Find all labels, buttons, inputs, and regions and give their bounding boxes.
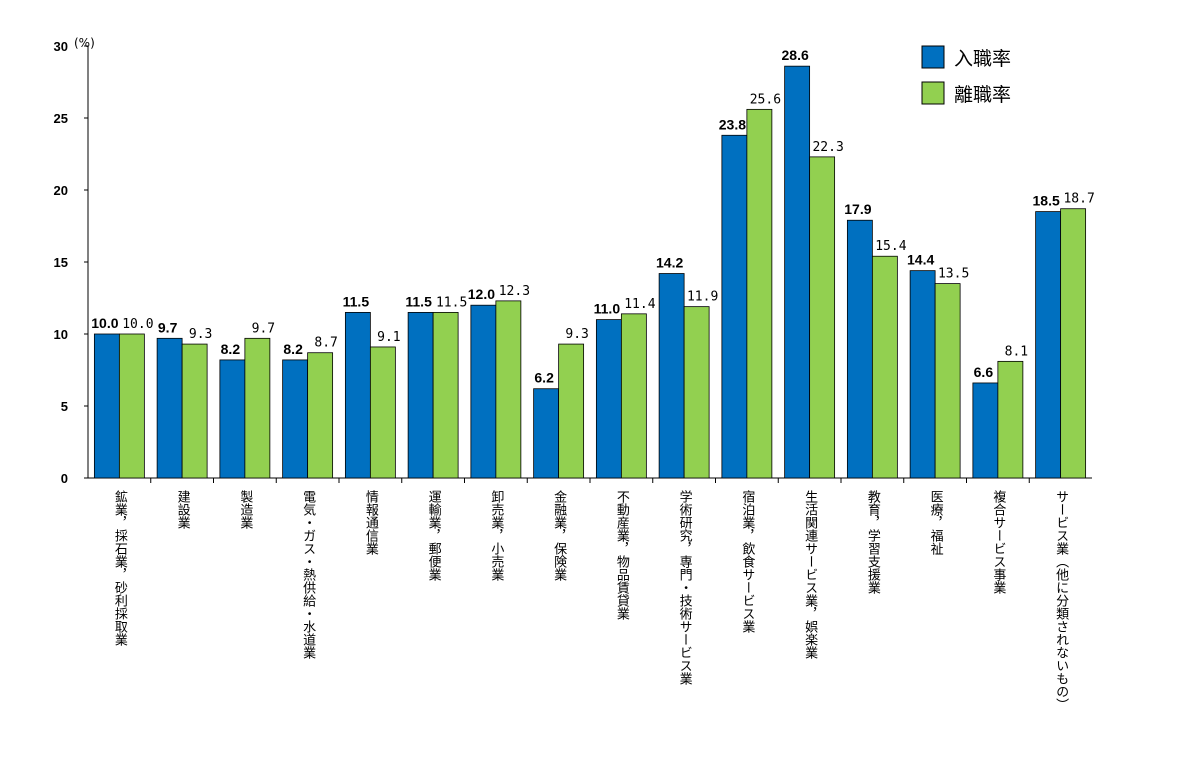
- value-label-entry-rate: 18.5: [1033, 193, 1060, 209]
- value-label-separation-rate: 8.1: [1005, 344, 1028, 359]
- value-label-entry-rate: 11.5: [405, 293, 432, 309]
- value-label-separation-rate: 9.3: [565, 327, 588, 342]
- value-label-entry-rate: 9.7: [158, 319, 178, 335]
- value-label-entry-rate: 11.5: [343, 293, 370, 309]
- value-label-separation-rate: 11.4: [624, 297, 655, 312]
- bar-entry-rate: [658, 273, 685, 479]
- value-label-separation-rate: 8.7: [314, 336, 337, 351]
- category-label: 生活関連サービス業，娯楽業: [802, 490, 818, 659]
- bar-entry-rate: [909, 270, 936, 479]
- bar-separation-rate: [558, 343, 585, 479]
- bar-separation-rate: [495, 300, 522, 479]
- bar-separation-rate: [307, 352, 334, 479]
- bar-separation-rate: [181, 343, 208, 479]
- category-labels: 鉱業，採石業，砂利採取業 建設業 製造業 電気・ガス・熱供給・水道業 情報通信業 運輸業，…: [112, 489, 1069, 711]
- value-label-entry-rate: 6.2: [534, 370, 554, 386]
- bar-separation-rate: [809, 156, 836, 479]
- category-label: 医療，福祉: [928, 490, 944, 556]
- value-label-entry-rate: 10.0: [91, 315, 118, 331]
- value-label-entry-rate: 8.2: [283, 341, 303, 357]
- category-label: 学術研究，専門・技術サービス業: [677, 489, 693, 685]
- value-label-separation-rate: 25.6: [750, 92, 781, 107]
- category-label: 卸売業，小売業: [488, 489, 504, 581]
- category-label: 運輸業，郵便業: [426, 490, 442, 581]
- bar-entry-rate: [470, 304, 497, 479]
- value-label-separation-rate: 22.3: [812, 140, 843, 155]
- bar-separation-rate: [871, 255, 898, 479]
- bar-separation-rate: [620, 313, 647, 479]
- category-label: 建設業: [175, 490, 191, 529]
- category-label: 製造業: [237, 490, 253, 529]
- value-label-separation-rate: 9.7: [252, 321, 275, 336]
- value-label-entry-rate: 28.6: [782, 47, 809, 63]
- bar-separation-rate: [118, 333, 145, 479]
- category-label: 不動産業，物品賃貸業: [614, 490, 630, 620]
- legend-swatch: [921, 45, 945, 69]
- bar-entry-rate: [1035, 211, 1062, 479]
- value-label-separation-rate: 9.3: [189, 327, 212, 342]
- bar-separation-rate: [432, 311, 459, 479]
- bar-separation-rate: [997, 360, 1024, 479]
- bar-entry-rate: [972, 382, 999, 479]
- bar-entry-rate: [93, 333, 120, 479]
- value-label-separation-rate: 9.1: [377, 330, 400, 345]
- value-labels: 10.0 10.0 9.7 9.3 8.2 9.7 8.2 8.7 11.5 9.1 11.5 11.…: [91, 47, 1095, 386]
- bar-separation-rate: [746, 108, 773, 479]
- bars: [93, 65, 1087, 479]
- category-label: 複合サービス事業: [990, 489, 1006, 594]
- value-label-separation-rate: 10.0: [122, 317, 153, 332]
- value-label-separation-rate: 18.7: [1063, 192, 1094, 207]
- value-label-entry-rate: 17.9: [844, 201, 871, 217]
- bar-separation-rate: [369, 346, 396, 479]
- y-tick-label: 10: [54, 327, 68, 342]
- bar-separation-rate: [934, 283, 961, 479]
- value-label-entry-rate: 14.2: [656, 255, 683, 271]
- value-label-entry-rate: 23.8: [719, 116, 746, 132]
- value-label-entry-rate: 6.6: [974, 364, 994, 380]
- y-tick-label: 20: [54, 183, 68, 198]
- bar-entry-rate: [846, 219, 873, 479]
- bar-entry-rate: [595, 319, 622, 479]
- category-label: サービス業（他に分類されないもの）: [1053, 490, 1069, 711]
- value-label-separation-rate: 11.9: [687, 290, 718, 305]
- y-tick-label: 25: [54, 111, 68, 126]
- legend-label: 入職率: [954, 48, 1011, 70]
- bar-entry-rate: [156, 337, 183, 479]
- bar-entry-rate: [407, 311, 434, 479]
- legend-label: 離職率: [954, 84, 1011, 106]
- y-unit-label: (%): [74, 36, 95, 50]
- value-label-entry-rate: 8.2: [221, 341, 241, 357]
- category-label: 電気・ガス・熱供給・水道業: [300, 490, 316, 659]
- value-label-separation-rate: 13.5: [938, 267, 969, 282]
- value-label-entry-rate: 11.0: [594, 301, 621, 317]
- y-tick-label: 5: [61, 399, 68, 414]
- value-label-separation-rate: 15.4: [875, 239, 906, 254]
- category-label: 金融業，保険業: [551, 489, 567, 581]
- bar-entry-rate: [282, 359, 309, 479]
- value-label-entry-rate: 12.0: [468, 286, 495, 302]
- value-label-entry-rate: 14.4: [907, 252, 934, 268]
- category-label: 鉱業，採石業，砂利採取業: [112, 489, 128, 646]
- value-label-separation-rate: 11.5: [436, 295, 467, 310]
- bar-separation-rate: [683, 306, 710, 479]
- y-tick-label: 15: [54, 255, 68, 270]
- bar-separation-rate: [244, 337, 271, 479]
- bar-separation-rate: [1060, 208, 1087, 479]
- bar-entry-rate: [533, 388, 560, 479]
- category-label: 教育，学習支援業: [865, 489, 881, 594]
- legend-swatch: [921, 81, 945, 105]
- y-tick-label: 0: [61, 471, 68, 486]
- category-label: 情報通信業: [363, 490, 379, 555]
- bar-entry-rate: [344, 311, 371, 479]
- category-label: 宿泊業，飲食サービス業: [739, 489, 755, 633]
- y-tick-label: 30: [54, 39, 68, 54]
- bar-entry-rate: [219, 359, 246, 479]
- bar-entry-rate: [721, 134, 748, 479]
- value-label-separation-rate: 12.3: [499, 284, 530, 299]
- bar-entry-rate: [784, 65, 811, 479]
